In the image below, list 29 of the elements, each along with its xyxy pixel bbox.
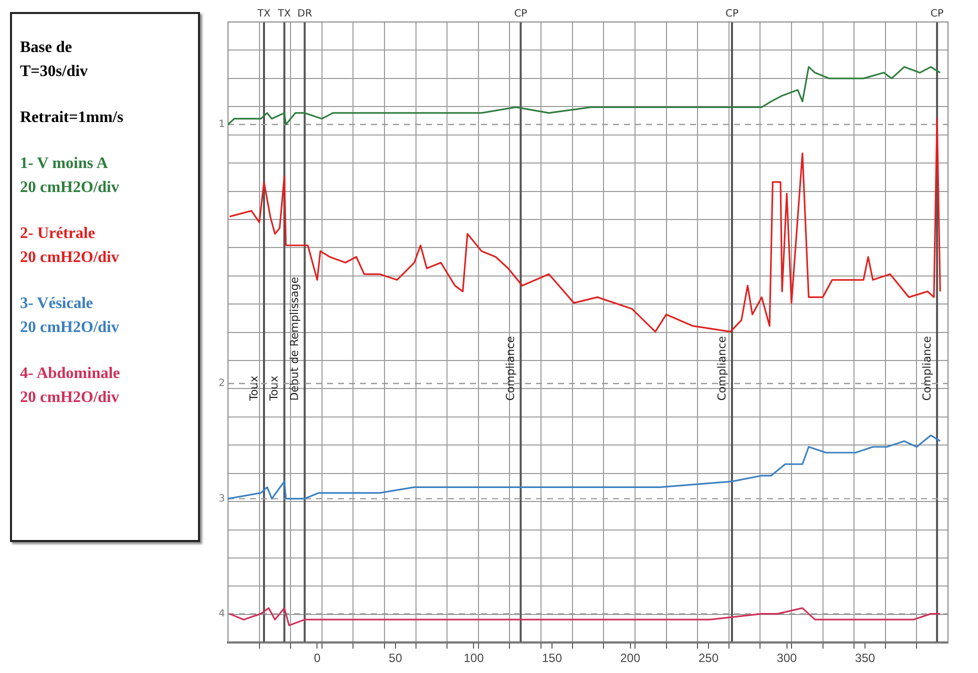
x-tick-label: 150 [542,651,562,666]
text: 2- Urétrale 20 cmH2O/div [20,224,120,268]
text: Base de T=30s/div [20,38,89,82]
text: CP [930,8,944,20]
x-tick-label: 100 [464,651,484,666]
ref-line-label: Compliance [715,336,728,401]
text: CP [725,8,739,20]
x-tick-label: 200 [620,651,641,666]
ref-line-label: Toux [247,375,260,402]
text: 4- Abdominale 20 cmH2O/div [20,364,122,408]
text: DR [297,8,312,20]
text: TX [256,8,271,20]
text: 4 [218,608,225,620]
x-tick-label: 300 [776,651,798,666]
x-tick-label: 250 [698,651,719,666]
text: 1 [218,119,225,130]
text: CP [514,8,528,20]
ref-line-label: Début de Remplissage [288,276,302,401]
ref-line-label: Compliance [920,336,934,401]
text: 3 [218,493,225,504]
text: 3- Vésicale 20 cmH2O/div [20,294,120,338]
x-tick-label: 50 [388,651,402,666]
x-tick-label: 350 [855,651,876,666]
x-tick-label: 0 [314,651,321,666]
text: 1- V moins A 20 cmH2O/div [20,154,120,198]
text: 2 [218,378,225,390]
text: TX [276,8,291,20]
text: Retrait=1mm/s [20,108,124,128]
ref-line-label: Compliance [504,336,518,401]
